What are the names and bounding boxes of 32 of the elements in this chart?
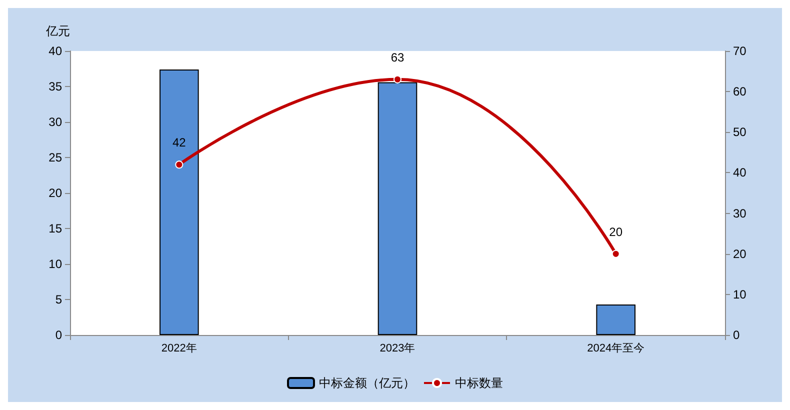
y2-tick-label: 70	[733, 44, 747, 58]
x-tick-label: 2023年	[380, 342, 416, 354]
y2-tick-label: 0	[733, 328, 740, 342]
y-tick-label: 35	[48, 80, 62, 94]
y-tick-label: 0	[55, 328, 62, 342]
bar	[160, 69, 199, 335]
point	[394, 75, 402, 84]
point	[612, 250, 620, 258]
x-tick-label: 2024年至今	[587, 342, 645, 354]
bar	[378, 82, 418, 335]
y-tick-label: 15	[48, 222, 62, 236]
y2-tick-label: 30	[733, 206, 747, 220]
y2-tick-label: 20	[733, 246, 747, 261]
y-tick-label: 30	[48, 115, 62, 129]
point	[175, 160, 184, 169]
y2-tick-label: 60	[733, 84, 747, 99]
y-tick-label: 40	[48, 44, 62, 58]
y-tick-label: 25	[48, 150, 62, 164]
data-label: 63	[390, 50, 404, 64]
y2-tick-label: 40	[733, 166, 747, 180]
data-label: 20	[609, 224, 623, 239]
legend-label: 中标金额（亿元）	[319, 376, 415, 390]
legend-label: 中标数量	[455, 376, 503, 390]
y-axis-title: 亿元	[45, 24, 70, 38]
x-tick-label: 2022年	[161, 342, 197, 354]
data-label: 42	[172, 136, 186, 150]
bar	[596, 304, 636, 335]
y-tick-label: 10	[48, 257, 62, 271]
y2-tick-label: 10	[733, 287, 747, 302]
y2-tick-label: 50	[733, 125, 747, 140]
y-tick-label: 20	[48, 186, 62, 200]
y-tick-label: 5	[55, 292, 62, 306]
